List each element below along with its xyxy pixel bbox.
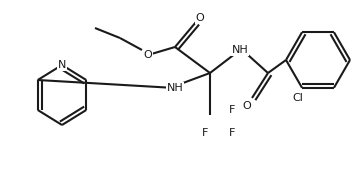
Text: NH: NH [167, 83, 183, 93]
Text: O: O [243, 101, 252, 111]
Text: N: N [58, 60, 66, 70]
Text: O: O [195, 13, 204, 23]
Text: F: F [229, 105, 235, 115]
Text: F: F [202, 128, 208, 138]
Text: F: F [229, 128, 235, 138]
Text: NH: NH [232, 45, 248, 55]
Text: O: O [144, 50, 153, 60]
Text: Cl: Cl [293, 93, 304, 103]
